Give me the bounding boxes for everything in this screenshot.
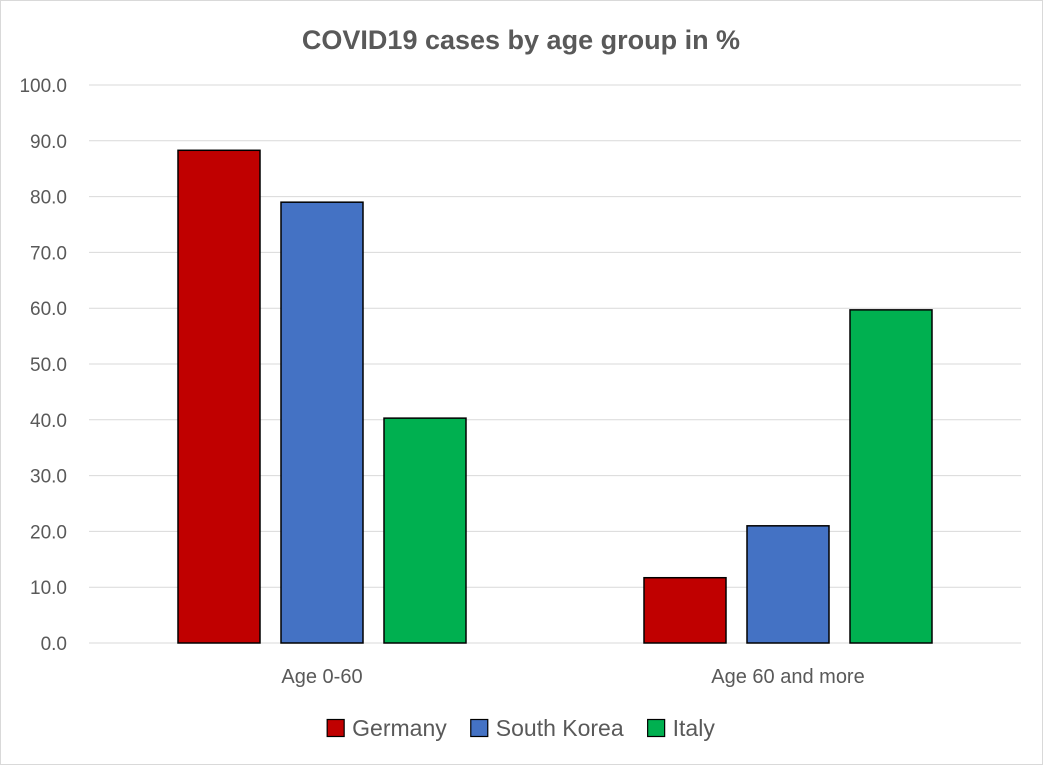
y-axis-tick-labels: 0.0 10.0 20.0 30.0 40.0 50.0 60.0 70.0 80.0 90.0 1… bbox=[19, 76, 67, 655]
y-tick-label: 40.0 bbox=[30, 411, 67, 432]
bar-south-korea-age-60-and-more bbox=[746, 525, 830, 644]
chart-title: COVID19 cases by age group in % bbox=[302, 25, 740, 55]
legend-item-italy: Italy bbox=[647, 715, 716, 741]
bar-south-korea-age-0-60 bbox=[280, 201, 364, 644]
x-axis-category-labels: Age 0-60 Age 60 and more bbox=[281, 666, 864, 688]
y-tick-label: 20.0 bbox=[30, 522, 67, 543]
legend-swatch bbox=[647, 718, 666, 738]
x-category-label: Age 60 and more bbox=[711, 666, 864, 688]
bars bbox=[177, 149, 933, 644]
y-tick-label: 80.0 bbox=[30, 188, 67, 209]
y-tick-label: 90.0 bbox=[30, 132, 67, 153]
legend-swatch bbox=[326, 718, 345, 738]
legend-swatch bbox=[470, 718, 489, 738]
legend-item-south-korea: South Korea bbox=[470, 715, 624, 741]
y-tick-label: 70.0 bbox=[30, 243, 67, 264]
bar-germany-age-60-and-more bbox=[643, 576, 727, 644]
y-tick-label: 30.0 bbox=[30, 467, 67, 488]
bar-germany-age-0-60 bbox=[177, 149, 261, 644]
y-tick-label: 60.0 bbox=[30, 299, 67, 320]
legend-label: South Korea bbox=[496, 715, 624, 741]
legend-item-germany: Germany bbox=[326, 715, 447, 741]
bar-italy-age-0-60 bbox=[383, 417, 467, 644]
y-tick-label: 10.0 bbox=[30, 578, 67, 599]
legend-label: Germany bbox=[352, 715, 447, 741]
bar-italy-age-60-and-more bbox=[849, 309, 933, 644]
y-tick-label: 100.0 bbox=[19, 76, 67, 97]
legend-label: Italy bbox=[673, 715, 716, 741]
x-category-label: Age 0-60 bbox=[281, 666, 362, 688]
y-tick-label: 0.0 bbox=[41, 634, 67, 655]
legend: Germany South Korea Italy bbox=[326, 715, 716, 741]
y-tick-label: 50.0 bbox=[30, 355, 67, 376]
